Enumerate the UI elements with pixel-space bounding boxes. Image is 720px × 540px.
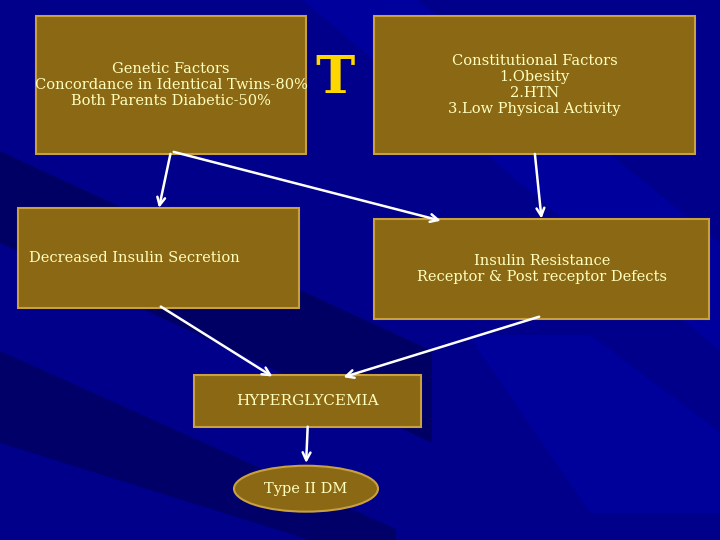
FancyBboxPatch shape xyxy=(374,219,709,319)
Text: Constitutional Factors
1.Obesity
2.HTN
3.Low Physical Activity: Constitutional Factors 1.Obesity 2.HTN 3… xyxy=(449,54,621,116)
Text: Insulin Resistance
Receptor & Post receptor Defects: Insulin Resistance Receptor & Post recep… xyxy=(417,254,667,284)
Text: HYPERGLYCEMIA: HYPERGLYCEMIA xyxy=(236,394,379,408)
Polygon shape xyxy=(468,335,720,513)
FancyBboxPatch shape xyxy=(18,208,299,308)
Ellipse shape xyxy=(234,465,378,512)
Text: Type II DM: Type II DM xyxy=(264,482,348,496)
Polygon shape xyxy=(0,151,432,443)
Text: Genetic Factors
Concordance in Identical Twins-80%
Both Parents Diabetic-50%: Genetic Factors Concordance in Identical… xyxy=(35,62,307,108)
FancyBboxPatch shape xyxy=(36,16,306,154)
Polygon shape xyxy=(302,0,720,351)
FancyBboxPatch shape xyxy=(194,375,421,427)
Text: Decreased Insulin Secretion: Decreased Insulin Secretion xyxy=(29,251,240,265)
Text: T: T xyxy=(315,53,354,104)
FancyBboxPatch shape xyxy=(374,16,695,154)
Polygon shape xyxy=(0,351,396,540)
